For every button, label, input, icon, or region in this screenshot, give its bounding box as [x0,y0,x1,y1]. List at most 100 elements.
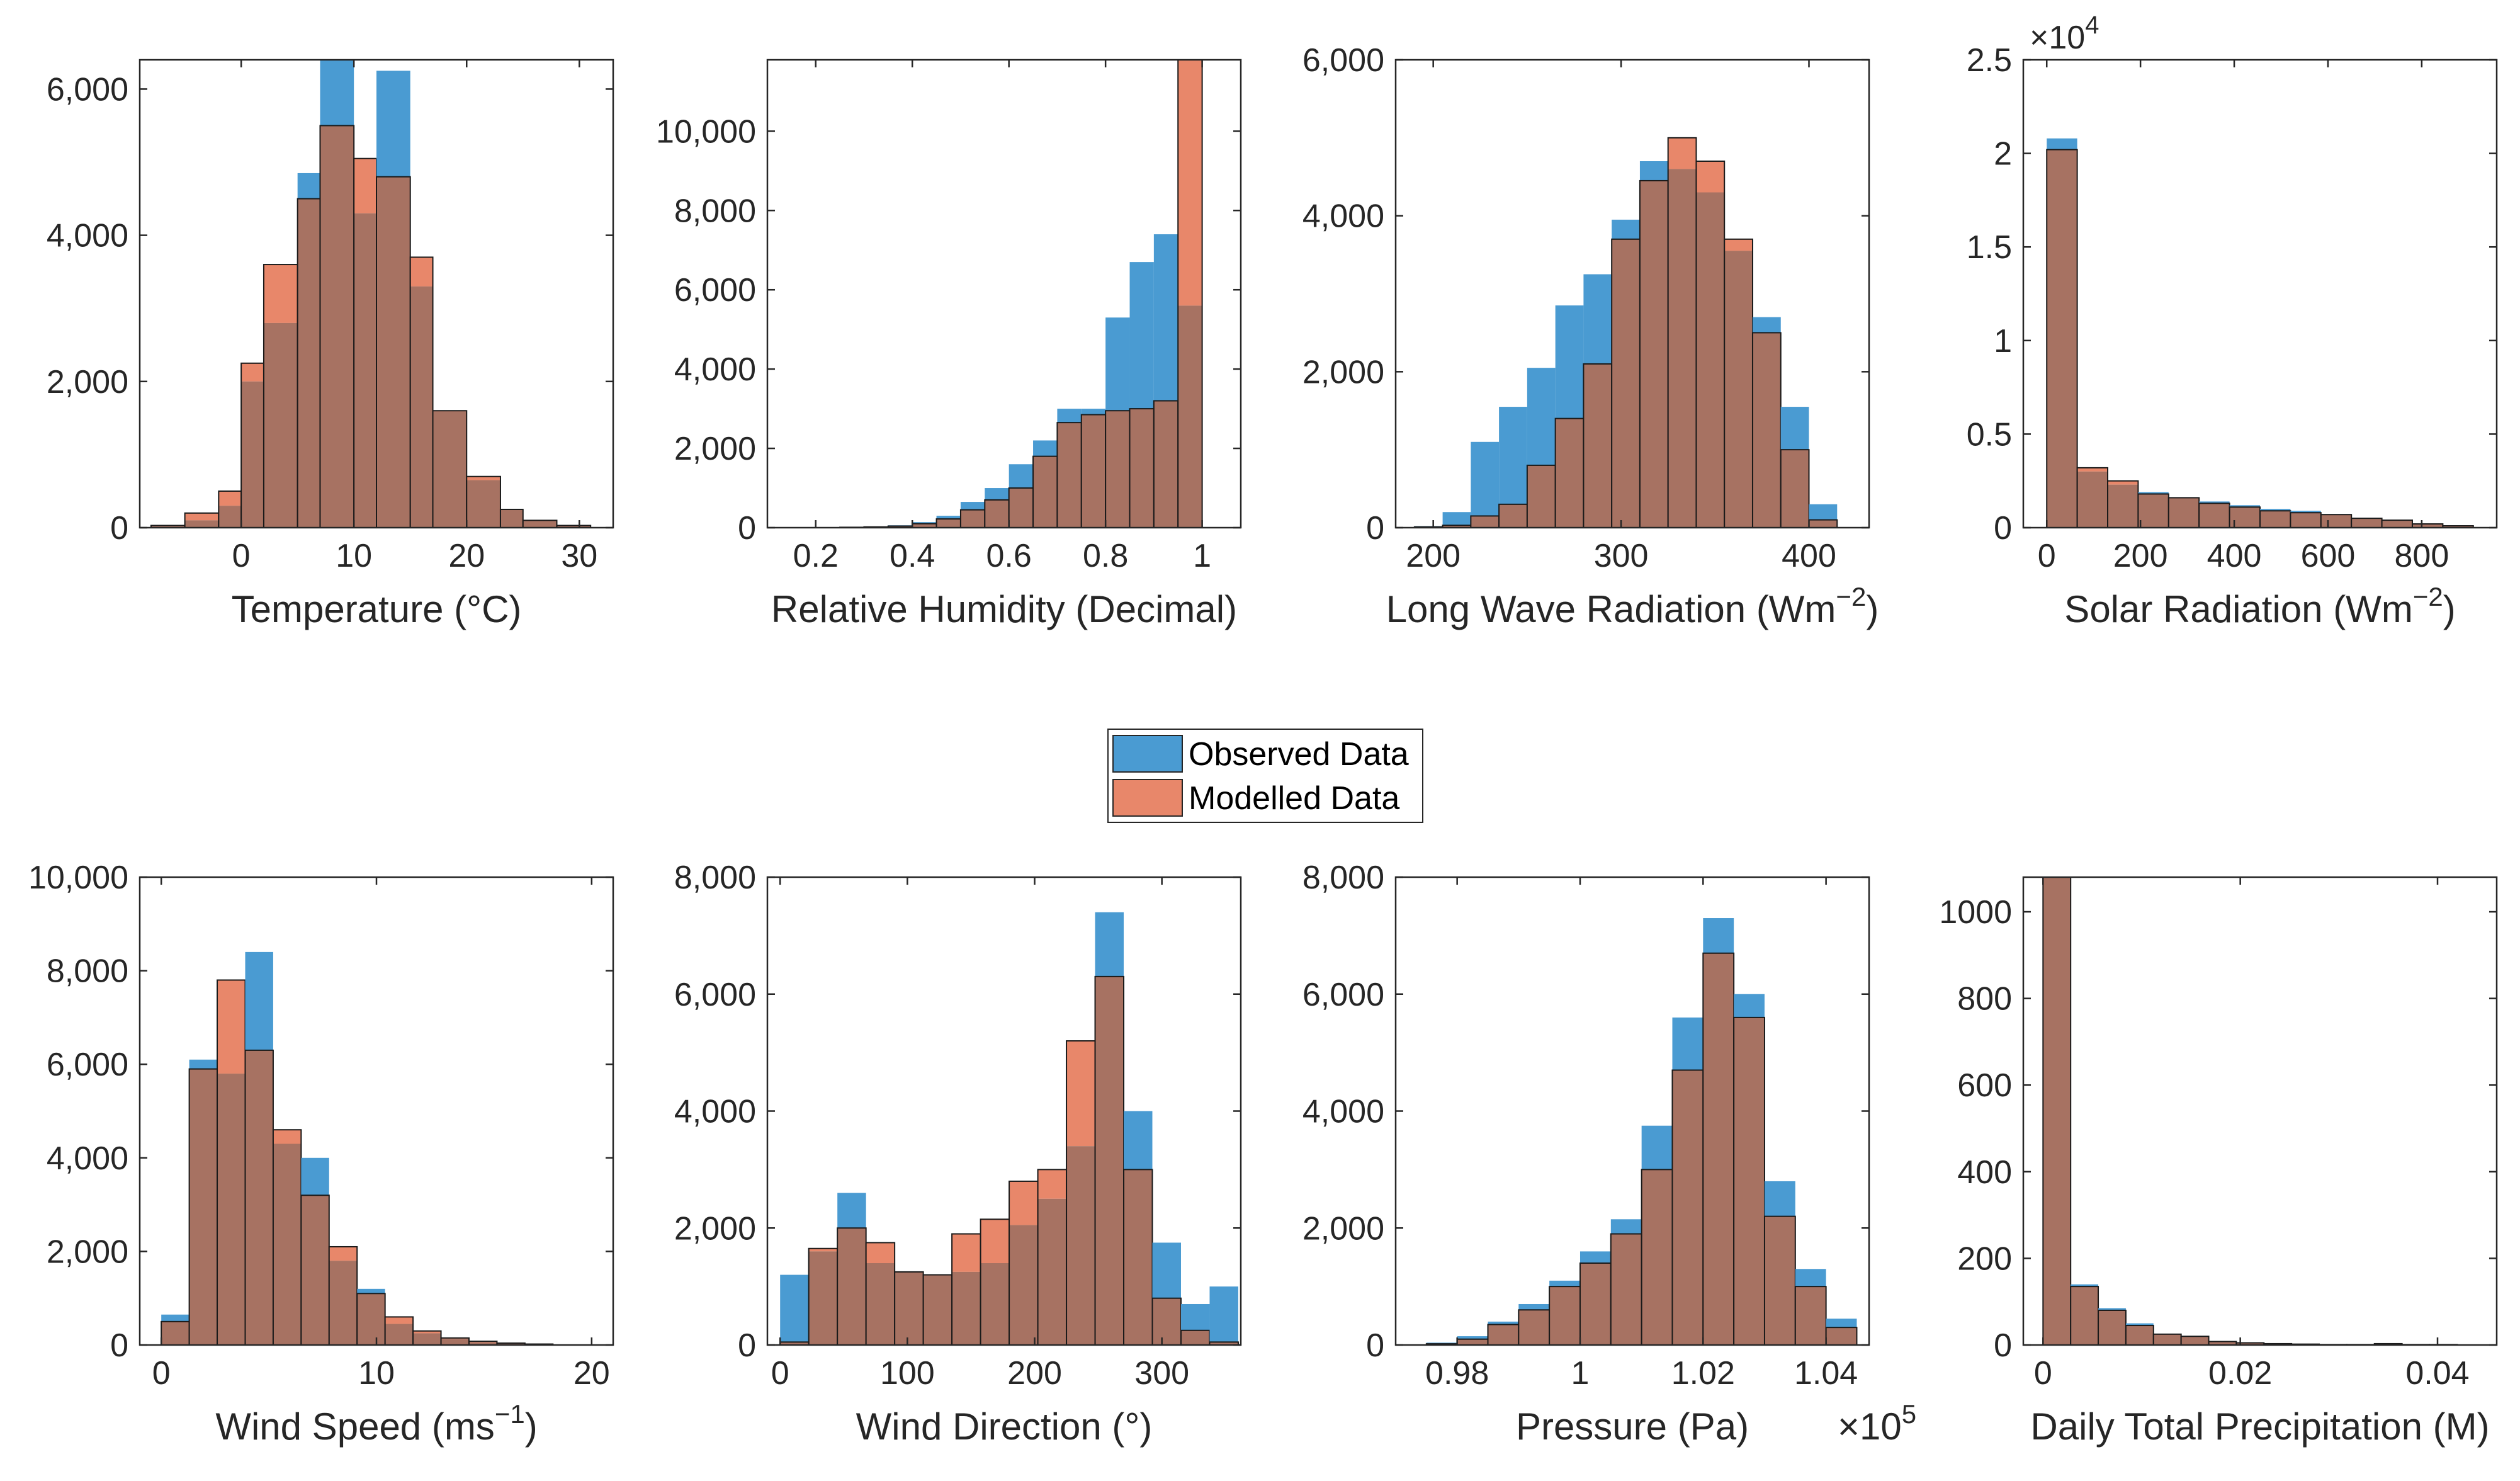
observed-bar-12 [1124,1111,1153,1170]
y-tick-label: 2,000 [1302,1210,1384,1247]
observed-bar-11 [1105,317,1130,411]
overlap-bar-8 [2290,513,2321,528]
observed-bar-10 [1734,994,1765,1018]
modelled-outline-13 [2442,525,2474,528]
y-tick-label: 2,000 [47,1234,128,1270]
overlap-bar-8 [385,1324,414,1345]
overlap-bar-1 [2071,1286,2099,1345]
y-tick-label: 2.5 [1967,42,2012,79]
y-tick-label: 0 [1366,1327,1384,1364]
axes-box-long-wave-radiation [1394,59,1870,529]
observed-bar-7 [1009,464,1034,489]
overlap-bar-9 [410,286,433,528]
modelled-bar-3 [241,363,264,382]
overlap-bar-3 [1518,1310,1550,1345]
overlap-bar-8 [1009,1225,1038,1345]
overlap-bar-12 [500,509,523,528]
x-tick-label: 1.02 [1671,1355,1735,1392]
overlap-bar-1 [808,1251,838,1345]
overlap-bar-1 [189,1069,218,1345]
legend-swatch-modelled [1112,779,1183,817]
x-axis-label-daily-total-precipitation: Daily Total Precipitation (M) [2030,1405,2489,1448]
observed-bar-6 [1610,1219,1642,1234]
overlap-bar-8 [1672,1070,1704,1345]
overlap-bar-6 [1610,1234,1642,1345]
y-tick-label: 2,000 [674,1210,756,1247]
x-tick-label: 0.98 [1425,1355,1489,1392]
overlap-bar-11 [1105,411,1130,528]
bars-wind-direction [779,912,1239,1345]
observed-bar-9 [1703,918,1734,953]
y-tick-label: 0 [1994,1327,2012,1364]
overlap-bar-12 [1795,1286,1826,1345]
overlap-bar-11 [466,480,500,528]
y-tick-label: 6,000 [47,71,128,108]
modelled-bar-10 [1696,161,1725,193]
modelled-outline-14 [1177,60,1203,528]
observed-bar-13 [1826,1319,1857,1328]
modelled-bar-9 [1037,1169,1067,1199]
y-tick-label: 4,000 [47,218,128,254]
observed-bar-15 [1209,1286,1238,1342]
overlap-bar-4 [273,1143,302,1345]
overlap-bar-1 [1442,525,1471,528]
y-tick-label: 0 [1994,510,2012,547]
overlap-bar-4 [2168,497,2200,528]
overlap-bar-3 [245,1050,273,1345]
overlap-bar-9 [2320,514,2352,528]
overlap-bar-7 [2260,511,2291,528]
overlap-bar-12 [1129,409,1154,528]
overlap-bar-0 [2043,877,2071,1345]
modelled-outline-0 [2046,149,2078,528]
x-tick-label: 200 [1007,1355,1062,1392]
x-tick-label: 300 [1594,538,1649,574]
overlap-bar-4 [895,1271,924,1345]
chart-solar-radiation: 0 200 400 600 800 0 0.5 1 1.5 2 2.5 Solar Radiation… [1967,11,2498,630]
overlap-bar-13 [1153,400,1178,528]
overlap-bar-7 [2236,1342,2264,1345]
observed-bar-11 [1095,912,1124,977]
overlap-bar-0 [780,1342,809,1345]
y-tick-label: 6,000 [1302,42,1384,79]
y-tick-label: 400 [1957,1154,2012,1191]
chart-pressure: 0.98 1 1.02 1.04 0 2,000 4,000 6,000 8,000 Pressu… [1302,860,1916,1448]
y-tick-label: 2,000 [1302,354,1384,390]
observed-bar-6 [985,488,1009,500]
observed-bar-3 [1499,407,1527,504]
overlap-bar-3 [1499,504,1527,528]
modelled-outline-14 [556,525,592,528]
modelled-bar-6 [329,1246,358,1261]
observed-bar-7 [357,1288,385,1294]
bars-daily-total-precipitation [2042,877,2458,1345]
observed-bar-8 [1639,161,1668,181]
observed-bar-1 [1457,1336,1488,1339]
overlap-bar-10 [2351,518,2382,528]
modelled-bar-11 [466,476,500,480]
overlap-bar-9 [1703,953,1734,1345]
observed-bar-14 [1809,504,1838,520]
observed-bar-6 [1583,274,1612,364]
x-tick-label: 400 [2207,538,2262,574]
x-tick-label: 20 [448,538,485,574]
x-tick-label: 0 [232,538,251,574]
overlap-bar-6 [1583,363,1612,528]
x-tick-label: 0.02 [2208,1355,2272,1392]
observed-bar-8 [1672,1017,1704,1070]
y-tick-label: 1000 [1939,894,2012,931]
overlap-bar-15 [1209,1342,1238,1345]
axes-box-solar-radiation [2022,59,2498,529]
modelled-bar-7 [980,1219,1010,1263]
overlap-bar-8 [376,176,410,528]
overlap-bar-9 [1057,423,1082,528]
bars-solar-radiation [2046,138,2474,528]
overlap-bar-4 [263,322,298,528]
overlap-bar-2 [218,506,242,528]
overlap-bar-1 [2077,471,2108,528]
x-axis-label-solar-radiation: Solar Radiation (Wm−2) [2064,582,2455,630]
y-tick-label: 1.5 [1967,229,2012,266]
overlap-bar-11 [1724,251,1753,528]
overlap-bar-2 [1471,516,1500,528]
y-tick-label: 0 [1366,510,1384,547]
overlap-bar-5 [960,509,985,528]
observed-bar-0 [161,1314,189,1322]
